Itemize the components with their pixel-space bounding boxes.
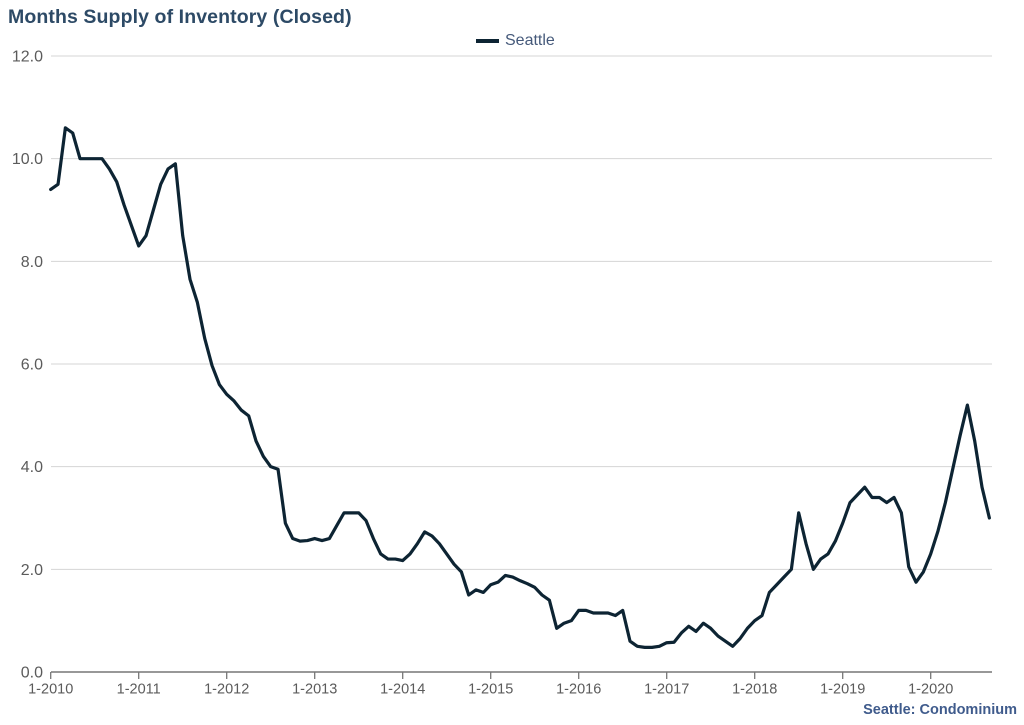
- svg-text:1-2019: 1-2019: [820, 682, 865, 698]
- svg-text:12.0: 12.0: [12, 49, 43, 66]
- svg-text:1-2018: 1-2018: [732, 682, 777, 698]
- svg-text:8.0: 8.0: [21, 254, 43, 271]
- svg-text:1-2015: 1-2015: [468, 682, 513, 698]
- svg-text:1-2016: 1-2016: [556, 682, 601, 698]
- svg-text:2.0: 2.0: [21, 562, 43, 579]
- svg-text:1-2020: 1-2020: [908, 682, 953, 698]
- svg-text:1-2014: 1-2014: [380, 682, 425, 698]
- svg-text:0.0: 0.0: [21, 665, 43, 682]
- svg-text:1-2013: 1-2013: [292, 682, 337, 698]
- svg-text:4.0: 4.0: [21, 459, 43, 476]
- svg-text:10.0: 10.0: [12, 151, 43, 168]
- svg-text:1-2017: 1-2017: [644, 682, 689, 698]
- svg-text:1-2012: 1-2012: [204, 682, 249, 698]
- svg-text:1-2011: 1-2011: [117, 682, 161, 698]
- svg-text:6.0: 6.0: [21, 357, 43, 374]
- svg-text:1-2010: 1-2010: [28, 682, 73, 698]
